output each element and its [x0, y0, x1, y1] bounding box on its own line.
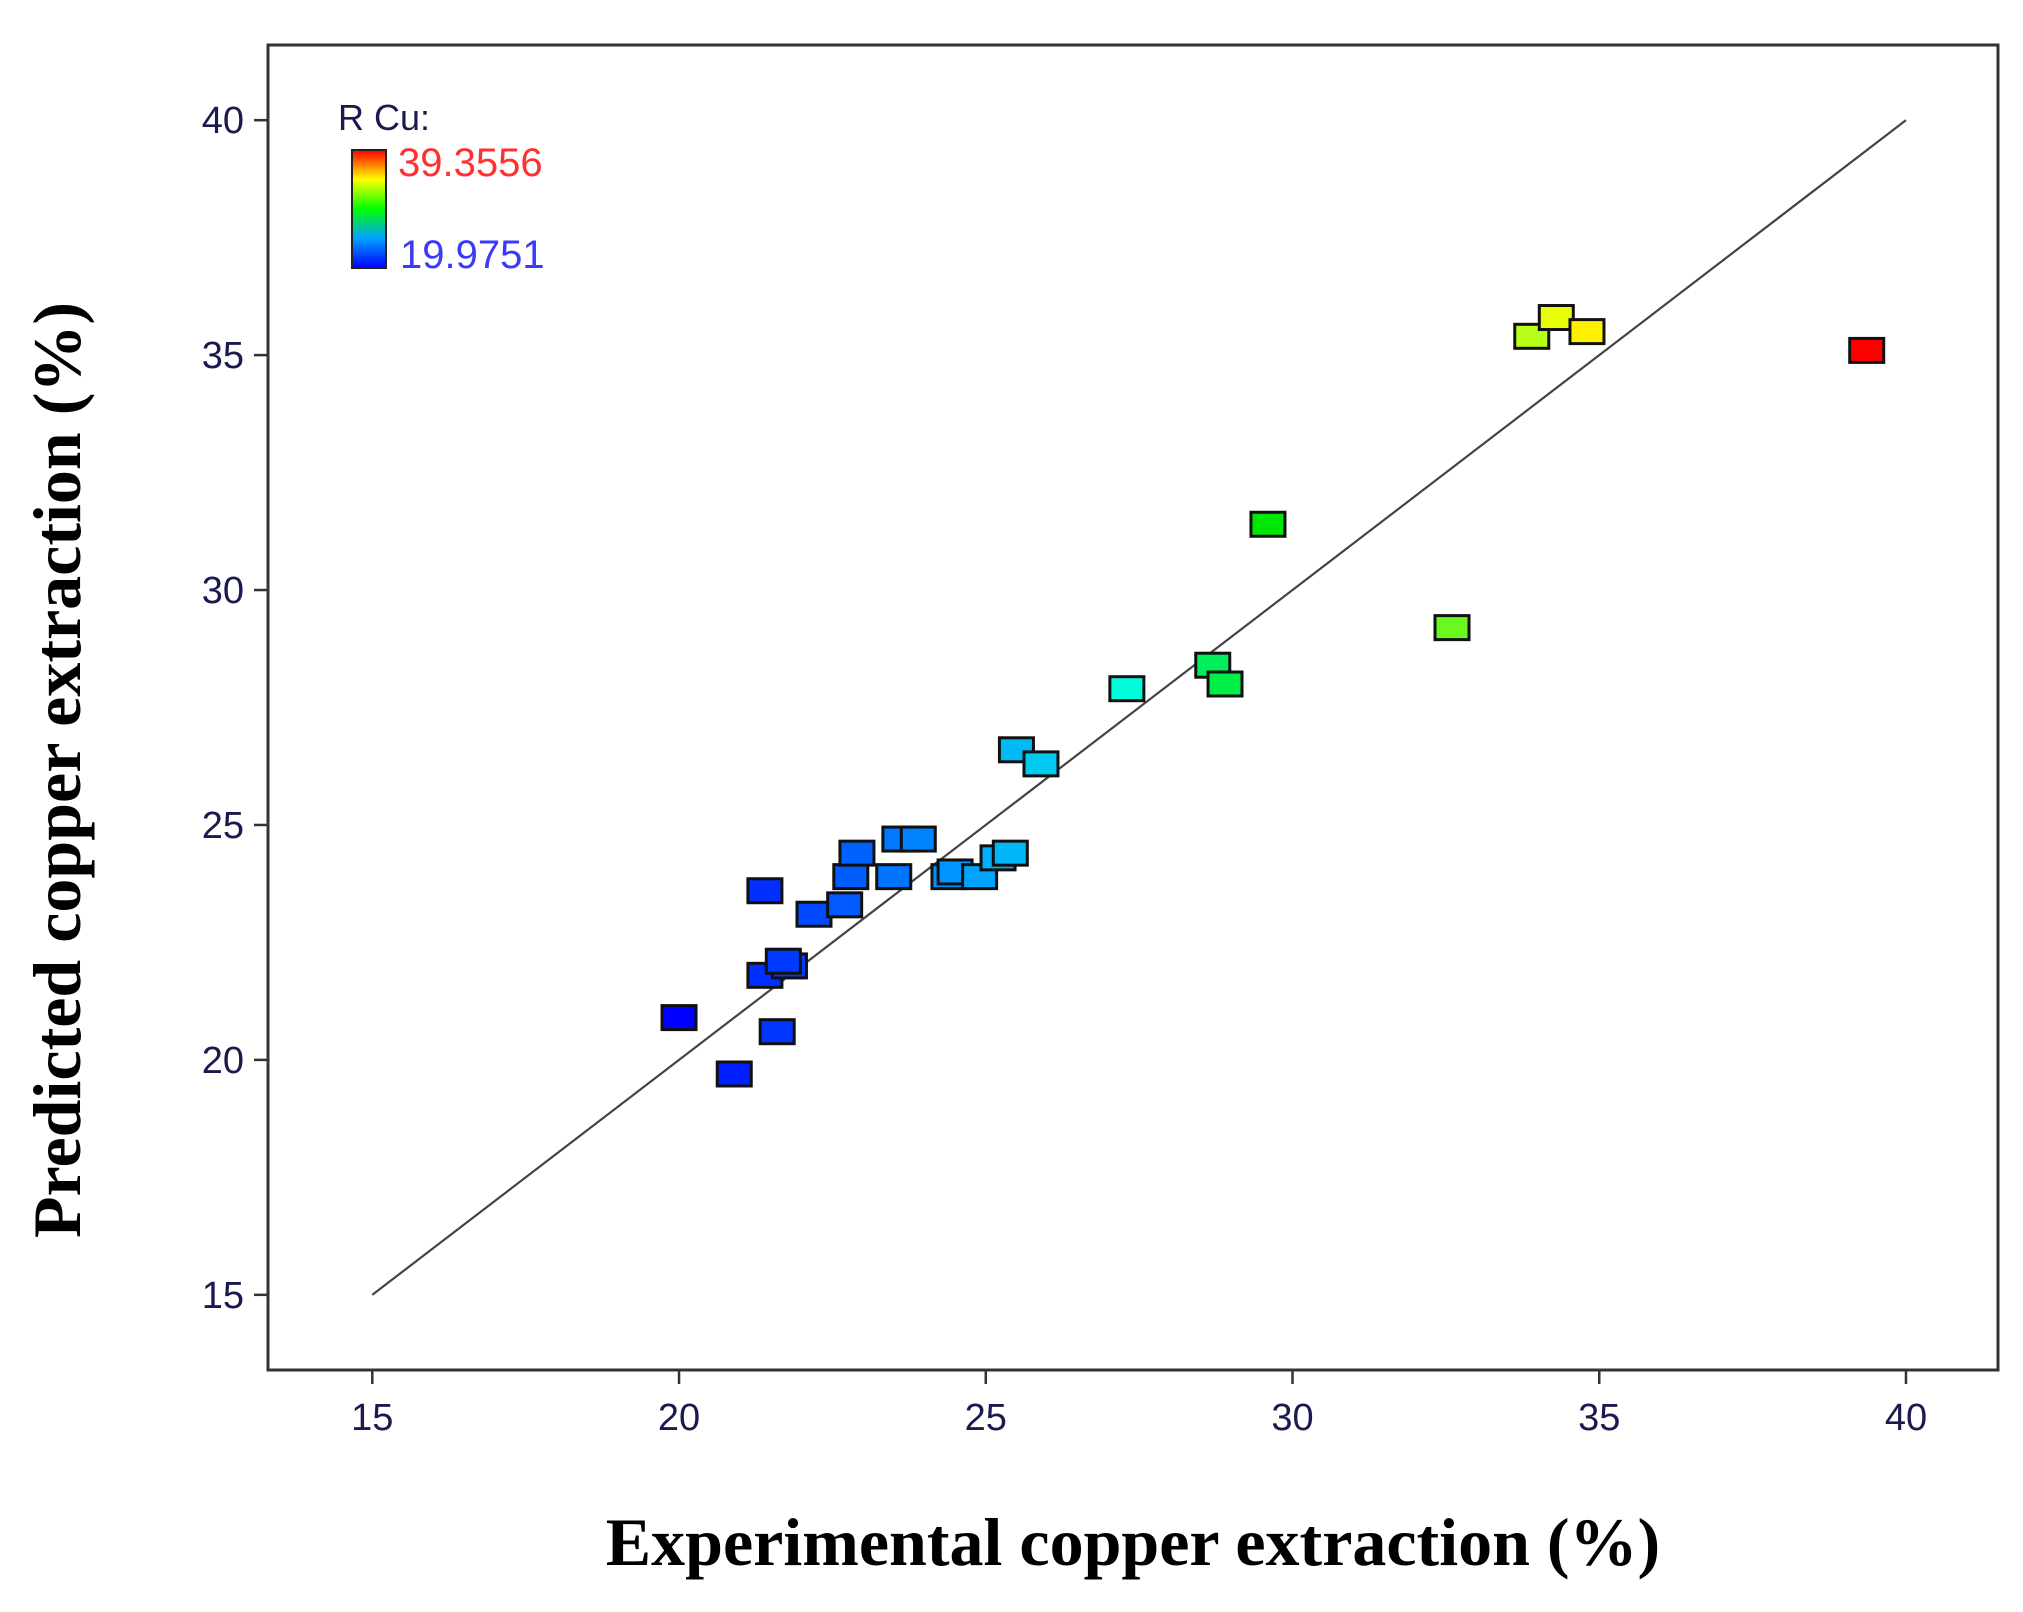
x-tick-label: 30: [1271, 1397, 1313, 1439]
y-tick-label: 40: [202, 100, 244, 142]
y-tick-label: 20: [202, 1040, 244, 1082]
data-point: [1249, 510, 1287, 538]
data-point: [715, 1060, 753, 1088]
y-axis-title: Predicted copper extraction (%): [19, 302, 95, 1238]
x-axis-ticks: 15 20 25 30 35 40: [351, 1370, 1927, 1439]
y-tick-label: 15: [202, 1275, 244, 1317]
data-point: [1108, 675, 1146, 703]
data-point: [1568, 318, 1606, 346]
data-point: [1022, 750, 1060, 778]
data-point: [1433, 614, 1471, 642]
data-point: [758, 1018, 796, 1046]
x-tick-label: 35: [1578, 1397, 1620, 1439]
y-axis-ticks: 15 20 25 30 35 40: [202, 100, 268, 1317]
legend-title: R Cu:: [338, 97, 430, 138]
x-tick-label: 20: [658, 1397, 700, 1439]
plot-frame: [266, 43, 2000, 1372]
data-point: [832, 863, 870, 891]
data-points: [660, 304, 1886, 1088]
reference-line: [371, 119, 1907, 1296]
data-point: [795, 900, 833, 928]
x-axis-title: Experimental copper extraction (%): [606, 1504, 1660, 1580]
data-point: [838, 839, 876, 867]
data-point: [1537, 304, 1575, 332]
data-point: [991, 839, 1029, 867]
legend-color-bar: [351, 149, 387, 269]
data-point: [899, 825, 937, 853]
data-point: [764, 947, 802, 975]
data-point: [1848, 336, 1886, 364]
x-tick-label: 15: [351, 1397, 393, 1439]
y-tick-label: 30: [202, 570, 244, 612]
data-point: [1206, 670, 1244, 698]
y-tick-label: 35: [202, 335, 244, 377]
data-point: [826, 891, 864, 919]
legend-min-label: 19.9751: [400, 233, 545, 277]
data-point: [746, 877, 784, 905]
legend: R Cu: 39.3556 19.9751: [338, 97, 545, 277]
data-point: [875, 863, 913, 891]
y-tick-label: 25: [202, 805, 244, 847]
legend-max-label: 39.3556: [398, 141, 543, 185]
x-tick-label: 40: [1885, 1397, 1927, 1439]
x-tick-label: 25: [965, 1397, 1007, 1439]
data-point: [660, 1004, 698, 1032]
